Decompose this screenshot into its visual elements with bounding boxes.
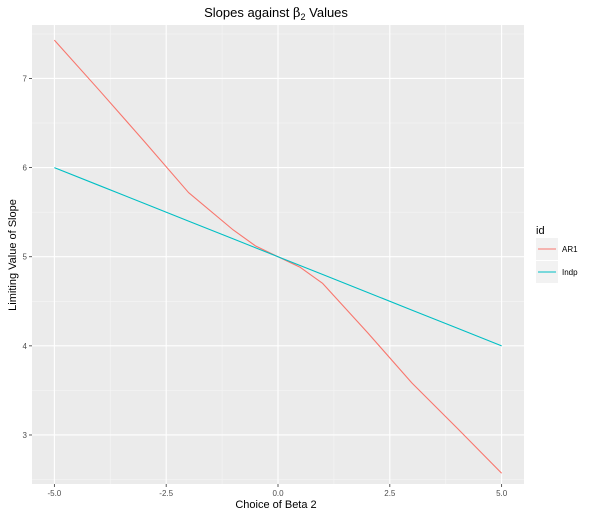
axis-layer: -5.0 -2.5 0.0 2.5 5.0 3 4 5 6 7: [23, 74, 508, 498]
y-tick-label: 4: [23, 342, 28, 351]
legend-label: Indp: [562, 268, 578, 277]
x-tick-label: -2.5: [159, 489, 173, 498]
chart-title: Slopes against β2 Values: [204, 5, 348, 22]
y-axis-title: Limiting Value of Slope: [7, 199, 19, 311]
plot-panel: [32, 25, 524, 484]
y-tick-label: 7: [23, 74, 28, 83]
x-tick-label: 2.5: [384, 489, 396, 498]
x-tick-label: 5.0: [496, 489, 508, 498]
y-tick-label: 3: [23, 431, 28, 440]
y-tick-label: 5: [23, 253, 28, 262]
y-tick-label: 6: [23, 164, 28, 173]
x-tick-label: -5.0: [47, 489, 61, 498]
series-line-indp: [54, 167, 502, 347]
legend: id AR1 Indp: [536, 225, 578, 283]
x-axis-title: Choice of Beta 2: [235, 499, 316, 511]
x-tick-label: 0.0: [272, 489, 284, 498]
series-layer: [53, 39, 503, 474]
legend-label: AR1: [562, 245, 578, 254]
legend-title: id: [536, 225, 545, 237]
